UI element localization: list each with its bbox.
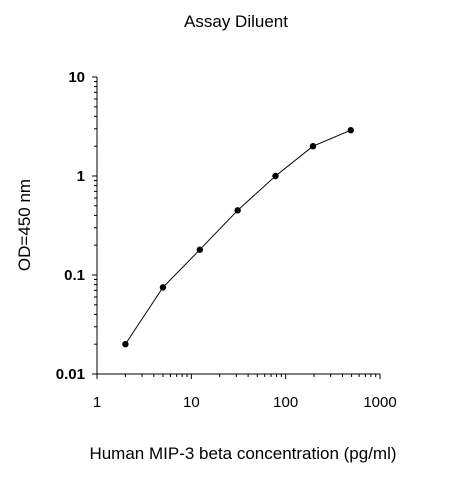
- data-point: [196, 246, 204, 253]
- x-tick-label: 100: [273, 394, 298, 411]
- y-tick-label: 0.1: [64, 267, 85, 284]
- data-point: [309, 142, 317, 150]
- data-point: [122, 340, 129, 348]
- x-tick-label: 1: [93, 394, 101, 411]
- x-tick-label: 1000: [363, 394, 396, 411]
- plot-area: [96, 77, 380, 375]
- x-axis-label: Human MIP-3 beta concentration (pg/ml): [89, 444, 396, 463]
- y-axis-label: OD=450 nm: [15, 179, 34, 271]
- data-point: [234, 207, 241, 214]
- data-point: [272, 172, 279, 180]
- y-tick-label: 10: [68, 69, 85, 86]
- x-tick-label: 10: [183, 394, 200, 411]
- chart-title: Assay Diluent: [184, 12, 288, 31]
- data-point: [347, 127, 354, 134]
- y-tick-label: 1: [77, 168, 85, 185]
- series-layer: [122, 127, 354, 348]
- y-axis-ticks: 0.01 0.1 1 10: [56, 69, 97, 383]
- data-point: [159, 284, 167, 291]
- x-axis-ticks: 1 10 100 1000: [93, 374, 397, 411]
- series-line: [124, 129, 351, 345]
- y-tick-label: 0.01: [56, 366, 85, 383]
